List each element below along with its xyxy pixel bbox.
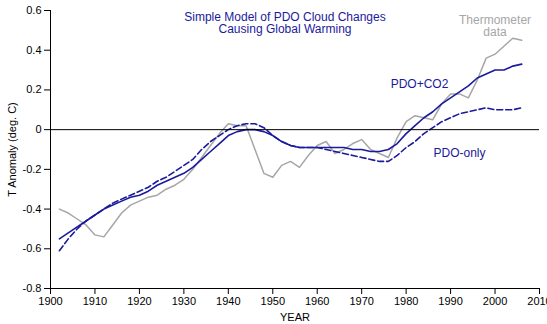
svg-text:1970: 1970 [349,295,373,307]
svg-text:1980: 1980 [394,295,418,307]
svg-text:YEAR: YEAR [280,311,310,323]
svg-text:1920: 1920 [127,295,151,307]
svg-text:Thermometerdata: Thermometerdata [459,13,531,39]
svg-text:1900: 1900 [38,295,62,307]
svg-text:0: 0 [35,123,41,135]
svg-text:Simple Model of PDO Cloud Chan: Simple Model of PDO Cloud ChangesCausing… [184,10,385,36]
svg-text:2000: 2000 [483,295,507,307]
svg-text:1930: 1930 [172,295,196,307]
svg-text:1950: 1950 [261,295,285,307]
svg-text:-0.8: -0.8 [23,282,42,294]
svg-text:-0.6: -0.6 [23,242,42,254]
svg-text:0.6: 0.6 [26,4,41,16]
svg-text:-0.2: -0.2 [23,163,42,175]
svg-text:0.2: 0.2 [26,83,41,95]
svg-text:T Anomaly (deg. C): T Anomaly (deg. C) [6,102,18,197]
svg-text:1910: 1910 [83,295,107,307]
svg-text:1940: 1940 [216,295,240,307]
svg-text:-0.4: -0.4 [23,203,42,215]
svg-text:1960: 1960 [305,295,329,307]
svg-text:1990: 1990 [438,295,462,307]
svg-text:2010: 2010 [527,295,547,307]
svg-text:PDO-only: PDO-only [433,146,485,160]
svg-text:0.4: 0.4 [26,44,41,56]
svg-text:PDO+CO2: PDO+CO2 [391,77,449,91]
